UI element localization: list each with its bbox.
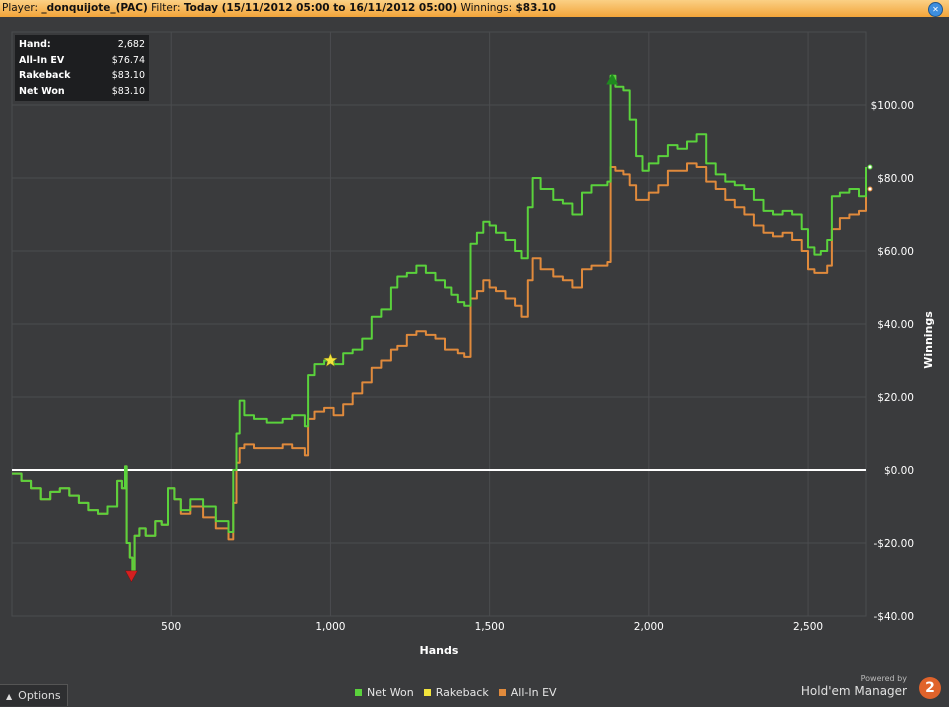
- min-marker-icon: [124, 570, 138, 583]
- legend-label: Rakeback: [435, 685, 489, 699]
- winnings-label: Winnings:: [460, 2, 513, 14]
- stats-value: $83.10: [111, 70, 145, 81]
- x-tick-label: 1,000: [315, 621, 345, 633]
- series-line-all-in-ev: [12, 162, 867, 574]
- title-bar: Player: _donquijote_(PAC) Filter: Today …: [0, 0, 949, 17]
- x-tick-label: 2,500: [793, 621, 823, 633]
- series-end-point: [867, 164, 873, 170]
- stats-row-hands: Hand: 2,682: [19, 37, 145, 53]
- legend-swatch: [355, 688, 362, 696]
- y-tick-label: $0.00: [884, 465, 914, 477]
- y-tick-label: -$20.00: [873, 538, 914, 550]
- x-tick-label: 2,000: [634, 621, 664, 633]
- stats-row-rakeback: Rakeback $83.10: [19, 68, 145, 84]
- winnings-value: $83.10: [515, 2, 556, 14]
- y-tick-label: $20.00: [877, 392, 914, 404]
- legend-swatch: [423, 688, 431, 696]
- options-button[interactable]: ▲ Options: [0, 684, 68, 706]
- filter-value: Today (15/11/2012 05:00 to 16/11/2012 05…: [183, 2, 458, 14]
- stats-value: $76.74: [111, 54, 145, 66]
- series-line-net-won: [12, 74, 867, 574]
- y-tick-label: $100.00: [871, 100, 914, 112]
- y-tick-label: -$40.00: [873, 611, 914, 623]
- series-end-point: [867, 186, 873, 192]
- stats-value: $83.10: [111, 85, 145, 97]
- filter-label: Filter:: [151, 2, 181, 14]
- y-tick-label: $40.00: [877, 319, 914, 331]
- stats-row-allin-ev: All-In EV $76.74: [19, 53, 145, 69]
- legend-item-net-won[interactable]: Net Won: [355, 686, 414, 699]
- stats-label: All-In EV: [19, 54, 65, 66]
- stats-value: 2,682: [117, 39, 145, 50]
- stats-box: Hand: 2,682 All-In EV $76.74 Rakeback $83.1…: [15, 35, 149, 101]
- player-value: _donquijote_(PAC): [41, 2, 148, 14]
- x-axis-label: Hands: [420, 644, 459, 657]
- max-marker-icon: [606, 73, 619, 85]
- legend-item-allin-ev[interactable]: All-In EV: [498, 685, 557, 699]
- star-marker-icon: [323, 352, 338, 367]
- close-icon[interactable]: ✕: [928, 2, 943, 17]
- y-axis-ticks: -$40.00 -$20.00 $0.00 $20.00 $40.00 $60.00 $80…: [871, 100, 914, 623]
- legend-swatch: [498, 688, 506, 696]
- stats-label: Rakeback: [19, 70, 71, 81]
- x-tick-label: 1,500: [475, 621, 505, 633]
- chart-grid: [11, 31, 867, 617]
- marker-layer: [124, 73, 619, 583]
- brand-powered-by: Powered by: [860, 674, 907, 683]
- y-tick-label: $80.00: [877, 173, 914, 185]
- winnings-chart: 500 1,000 1,500 2,000 2,500 -$40.00 -$20.00 $0…: [11, 31, 935, 657]
- brand-name: Hold'em Manager: [800, 684, 907, 698]
- options-label: Options: [18, 689, 61, 702]
- chart-legend: Net Won Rakeback All-In EV: [355, 684, 557, 700]
- x-axis-ticks: 500 1,000 1,500 2,000 2,500: [161, 621, 823, 633]
- y-tick-label: $60.00: [877, 246, 914, 258]
- y-axis-label: Winnings: [922, 311, 935, 369]
- brand-logo: Powered by Hold'em Manager 2: [783, 672, 943, 704]
- brand-badge-icon: 2: [919, 677, 941, 699]
- series-layer: [12, 74, 873, 574]
- legend-label: All-In EV: [510, 685, 557, 699]
- legend-label: Net Won: [367, 685, 414, 699]
- chevron-up-icon: ▲: [6, 692, 13, 701]
- stats-label: Hand:: [19, 39, 51, 50]
- legend-item-rakeback[interactable]: Rakeback: [423, 685, 489, 699]
- stats-row-net-won: Net Won $83.10: [19, 84, 145, 100]
- player-label: Player:: [2, 2, 39, 14]
- stats-label: Net Won: [19, 85, 65, 97]
- x-tick-label: 500: [161, 621, 181, 633]
